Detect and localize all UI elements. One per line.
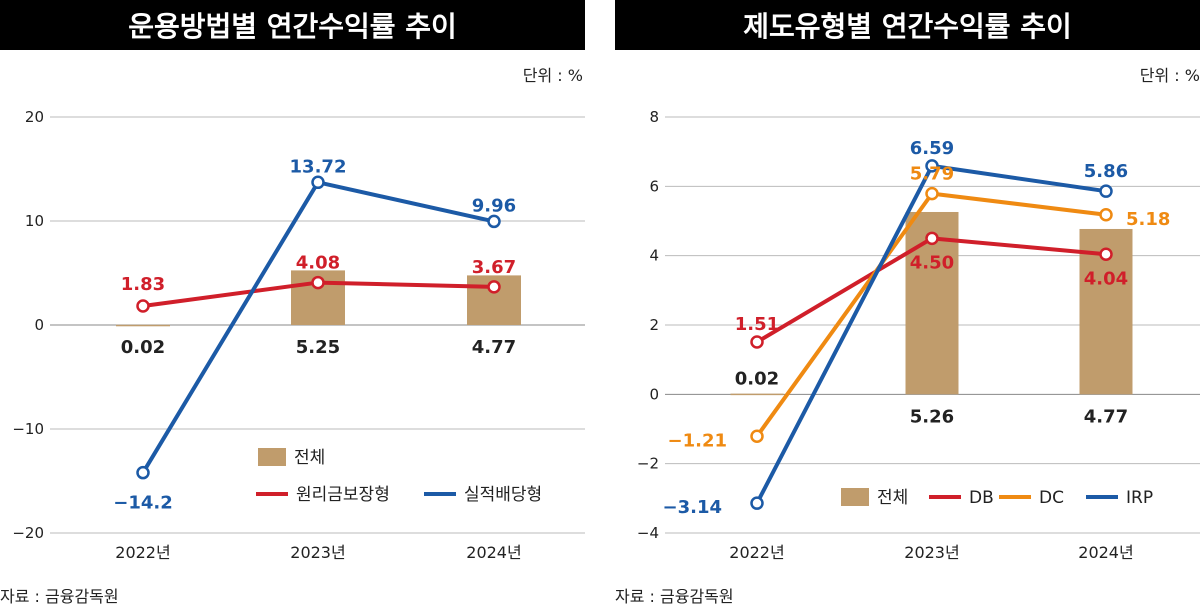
x-tick-label: 2024년 — [1078, 543, 1133, 562]
y-tick-label: 4 — [649, 247, 659, 265]
chart-plot-plan-type: −4 −2 0 2 4 6 8 2022년 2023년 2024년 1.51 4.50 4.04 −1.2… — [637, 108, 1200, 562]
data-label: −14.2 — [113, 493, 173, 514]
legend-label: 전체 — [877, 488, 908, 508]
chart-plot-method: −20 −10 0 10 20 2022년 2023년 2024년 1.83 4.08 3.67 −1… — [12, 108, 585, 562]
source-note: 자료 : 금융감독원 — [615, 587, 734, 606]
y-tick-label: 6 — [649, 177, 659, 195]
bar-data-label: 0.02 — [735, 368, 779, 389]
legend-label: 실적배당형 — [464, 485, 542, 505]
data-point — [750, 429, 764, 444]
unit-label: 단위 : % — [1139, 66, 1200, 85]
data-point — [925, 186, 939, 201]
data-label: 13.72 — [290, 156, 347, 177]
bar-data-label: 5.25 — [296, 337, 340, 358]
bar-total — [116, 324, 170, 327]
data-label: −3.14 — [663, 497, 723, 518]
data-label: 9.96 — [472, 195, 516, 216]
unit-label: 단위 : % — [522, 66, 583, 85]
bar-data-label: 4.77 — [1084, 406, 1128, 427]
data-point — [750, 496, 764, 510]
y-tick-label: 0 — [649, 385, 659, 403]
data-label: 3.67 — [472, 257, 516, 278]
data-label: 5.86 — [1084, 161, 1128, 182]
data-point — [1099, 184, 1113, 198]
data-point — [136, 465, 150, 480]
data-label: 5.18 — [1126, 209, 1170, 230]
data-label: 4.04 — [1084, 268, 1128, 289]
x-tick-label: 2022년 — [729, 543, 784, 562]
data-label: 1.83 — [121, 274, 165, 295]
y-tick-label: 8 — [649, 108, 659, 126]
data-point — [1099, 208, 1113, 222]
source-note: 자료 : 금융감독원 — [0, 587, 119, 606]
x-tick-label: 2022년 — [115, 543, 170, 562]
data-point — [1099, 247, 1113, 262]
bar-data-label: 0.02 — [121, 337, 165, 358]
legend-label: 전체 — [294, 448, 325, 468]
data-point — [750, 335, 764, 349]
bar-data-label: 4.77 — [472, 337, 516, 358]
data-point — [311, 175, 325, 190]
y-tick-label: −2 — [637, 455, 659, 473]
y-tick-label: 0 — [34, 316, 44, 334]
y-tick-label: −4 — [637, 524, 659, 542]
y-tick-label: −20 — [12, 524, 44, 542]
legend-swatch-total — [841, 488, 869, 506]
legend-label: IRP — [1126, 488, 1153, 508]
data-label: 1.51 — [735, 314, 779, 335]
chart-title: 제도유형별 연간수익률 추이 — [615, 0, 1200, 50]
data-label: 5.79 — [910, 164, 954, 185]
data-point — [925, 231, 939, 246]
data-point — [311, 275, 325, 290]
legend-swatch-total — [258, 448, 286, 466]
y-tick-label: 10 — [25, 212, 44, 230]
data-point — [487, 214, 501, 229]
bar-data-label: 5.26 — [910, 406, 954, 427]
legend-label: DB — [969, 488, 994, 508]
bar-total — [730, 393, 784, 396]
data-label: 6.59 — [910, 138, 954, 159]
y-tick-label: 20 — [25, 108, 44, 126]
data-point — [136, 299, 150, 313]
data-label: 4.50 — [910, 252, 954, 273]
x-tick-label: 2023년 — [904, 543, 959, 562]
data-point — [925, 159, 939, 173]
data-label: −1.21 — [668, 430, 728, 451]
data-point — [487, 280, 501, 294]
chart-title: 운용방법별 연간수익률 추이 — [0, 0, 585, 50]
x-tick-label: 2024년 — [466, 543, 521, 562]
y-tick-label: −10 — [12, 420, 44, 438]
chart-panel-plan-type: 제도유형별 연간수익률 추이 단위 : % −4 −2 0 2 4 6 8 2022년 2023… — [615, 0, 1200, 613]
data-label: 4.08 — [296, 253, 340, 274]
y-tick-label: 2 — [649, 316, 659, 334]
legend-label: 원리금보장형 — [296, 485, 390, 505]
x-tick-label: 2023년 — [290, 543, 345, 562]
chart-panel-method: 운용방법별 연간수익률 추이 단위 : % −20 −10 0 10 20 2022년 20… — [0, 0, 585, 613]
legend-label: DC — [1039, 488, 1064, 508]
